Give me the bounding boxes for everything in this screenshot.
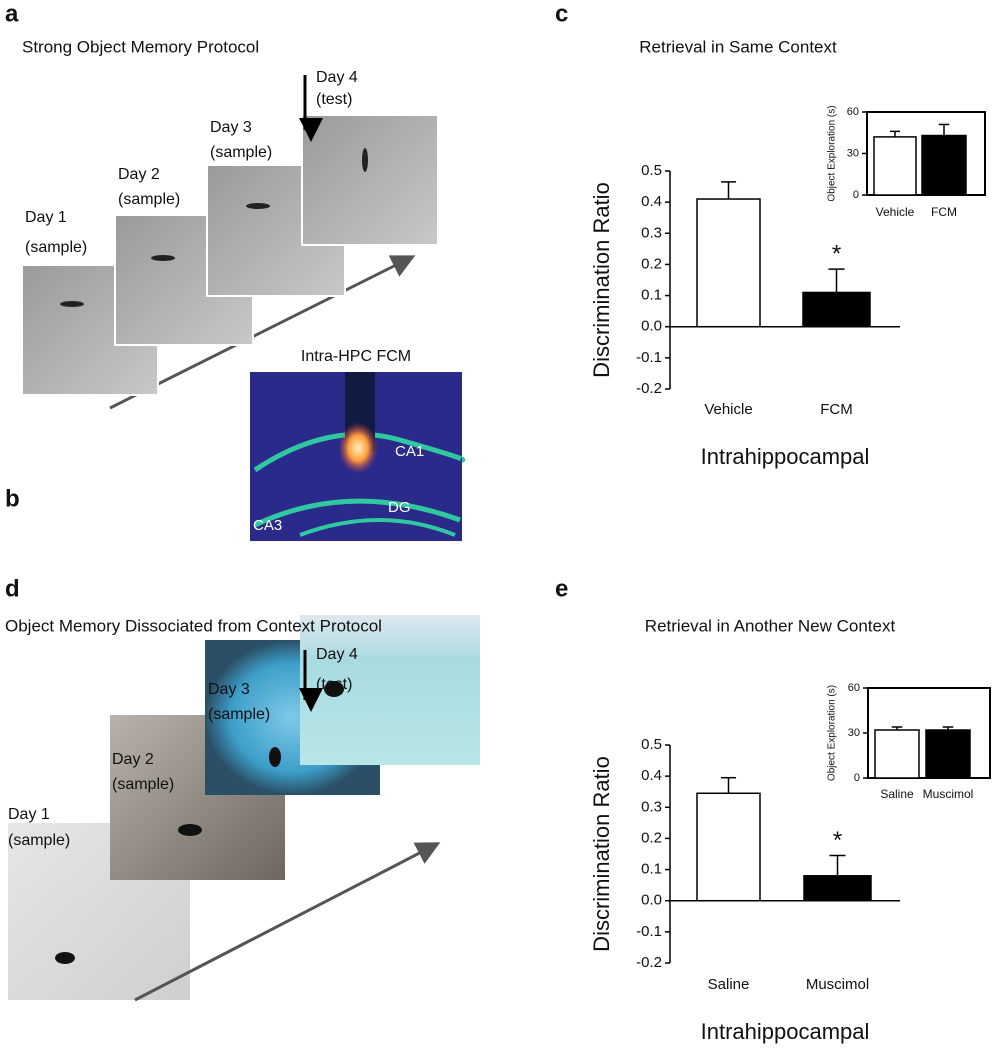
y-tick-label: 0 <box>853 189 859 201</box>
bar <box>802 291 871 328</box>
y-tick-label: 0.4 <box>641 767 662 784</box>
x-axis-label: Intrahippocampal <box>701 1019 870 1044</box>
chart-title: Retrieval in Another New Context <box>645 616 896 635</box>
day-label: (test) <box>316 91 352 108</box>
day-label: (sample) <box>25 239 87 256</box>
y-axis-label: Discrimination Ratio <box>589 182 614 378</box>
x-tick-label: Muscimol <box>806 976 869 993</box>
y-tick-label: 60 <box>848 682 860 694</box>
panel-title: Strong Object Memory Protocol <box>22 37 259 56</box>
x-axis-label: Intrahippocampal <box>701 444 870 469</box>
bar <box>925 729 971 779</box>
day-label: Day 3 <box>210 119 252 136</box>
day-label: (sample) <box>8 832 70 849</box>
photos-a <box>21 75 466 541</box>
bar <box>696 792 761 902</box>
day-label: Day 4 <box>316 646 358 663</box>
bar <box>803 875 872 902</box>
y-tick-label: 0.1 <box>641 861 662 878</box>
panel-letter: c <box>555 0 568 27</box>
y-axis-label: Discrimination Ratio <box>589 756 614 952</box>
day-label: Day 1 <box>8 806 50 823</box>
annotation: * <box>833 827 842 854</box>
x-tick-label: FCM <box>931 205 957 219</box>
image-label: CA1 <box>395 443 424 460</box>
y-tick-label: 30 <box>847 147 859 159</box>
y-axis-label: Object Exploration (s) <box>827 685 838 781</box>
x-tick-label: Muscimol <box>923 787 974 801</box>
bar <box>874 729 920 779</box>
panel-letter: e <box>555 575 568 602</box>
day-label: (sample) <box>118 191 180 208</box>
y-tick-label: -0.2 <box>636 954 662 971</box>
day-label: (test) <box>316 676 352 693</box>
x-tick-label: Vehicle <box>876 205 915 219</box>
panel-letter: d <box>5 575 20 602</box>
y-tick-label: 30 <box>848 727 860 739</box>
y-tick-label: 0.3 <box>641 798 662 815</box>
x-tick-label: Saline <box>880 787 914 801</box>
y-tick-label: 0 <box>854 772 860 784</box>
image-label: CA3 <box>253 517 282 534</box>
panel-letter: b <box>5 485 20 512</box>
bar <box>696 198 761 328</box>
bar <box>873 136 917 196</box>
y-tick-label: -0.1 <box>636 349 662 366</box>
panel-letter: a <box>5 0 19 27</box>
image-title: Intra-HPC FCM <box>301 348 411 365</box>
y-tick-label: -0.2 <box>636 380 662 397</box>
y-tick-label: 0.2 <box>641 829 662 846</box>
y-tick-label: 0.4 <box>641 193 662 210</box>
y-tick-label: 60 <box>847 106 859 118</box>
day-label: (sample) <box>210 144 272 161</box>
photos-d <box>8 615 480 1002</box>
day-label: Day 1 <box>25 209 67 226</box>
panel-texts: a Strong Object Memory Protocol b c d Ob… <box>5 0 568 635</box>
y-tick-label: 0.0 <box>641 892 662 909</box>
day-label: (sample) <box>112 776 174 793</box>
y-tick-label: 0.5 <box>641 162 662 179</box>
y-tick-label: 0.0 <box>641 318 662 335</box>
y-axis-label: Object Exploration (s) <box>827 105 838 201</box>
day-label: Day 4 <box>316 69 358 86</box>
y-tick-label: -0.1 <box>636 923 662 940</box>
panel-title: Object Memory Dissociated from Context P… <box>5 616 382 635</box>
image-label: DG <box>388 499 411 516</box>
y-tick-label: 0.1 <box>641 287 662 304</box>
x-tick-label: Vehicle <box>704 401 752 418</box>
day-label: Day 2 <box>112 751 154 768</box>
x-tick-label: FCM <box>820 401 853 418</box>
y-tick-label: 0.3 <box>641 224 662 241</box>
y-tick-label: 0.2 <box>641 255 662 272</box>
day-label: (sample) <box>208 706 270 723</box>
day-label: Day 2 <box>118 166 160 183</box>
annotation: * <box>832 240 841 267</box>
bar <box>921 134 967 196</box>
x-tick-label: Saline <box>708 976 750 993</box>
day-label: Day 3 <box>208 681 250 698</box>
chart-title: Retrieval in Same Context <box>639 37 837 56</box>
y-tick-label: 0.5 <box>641 736 662 753</box>
